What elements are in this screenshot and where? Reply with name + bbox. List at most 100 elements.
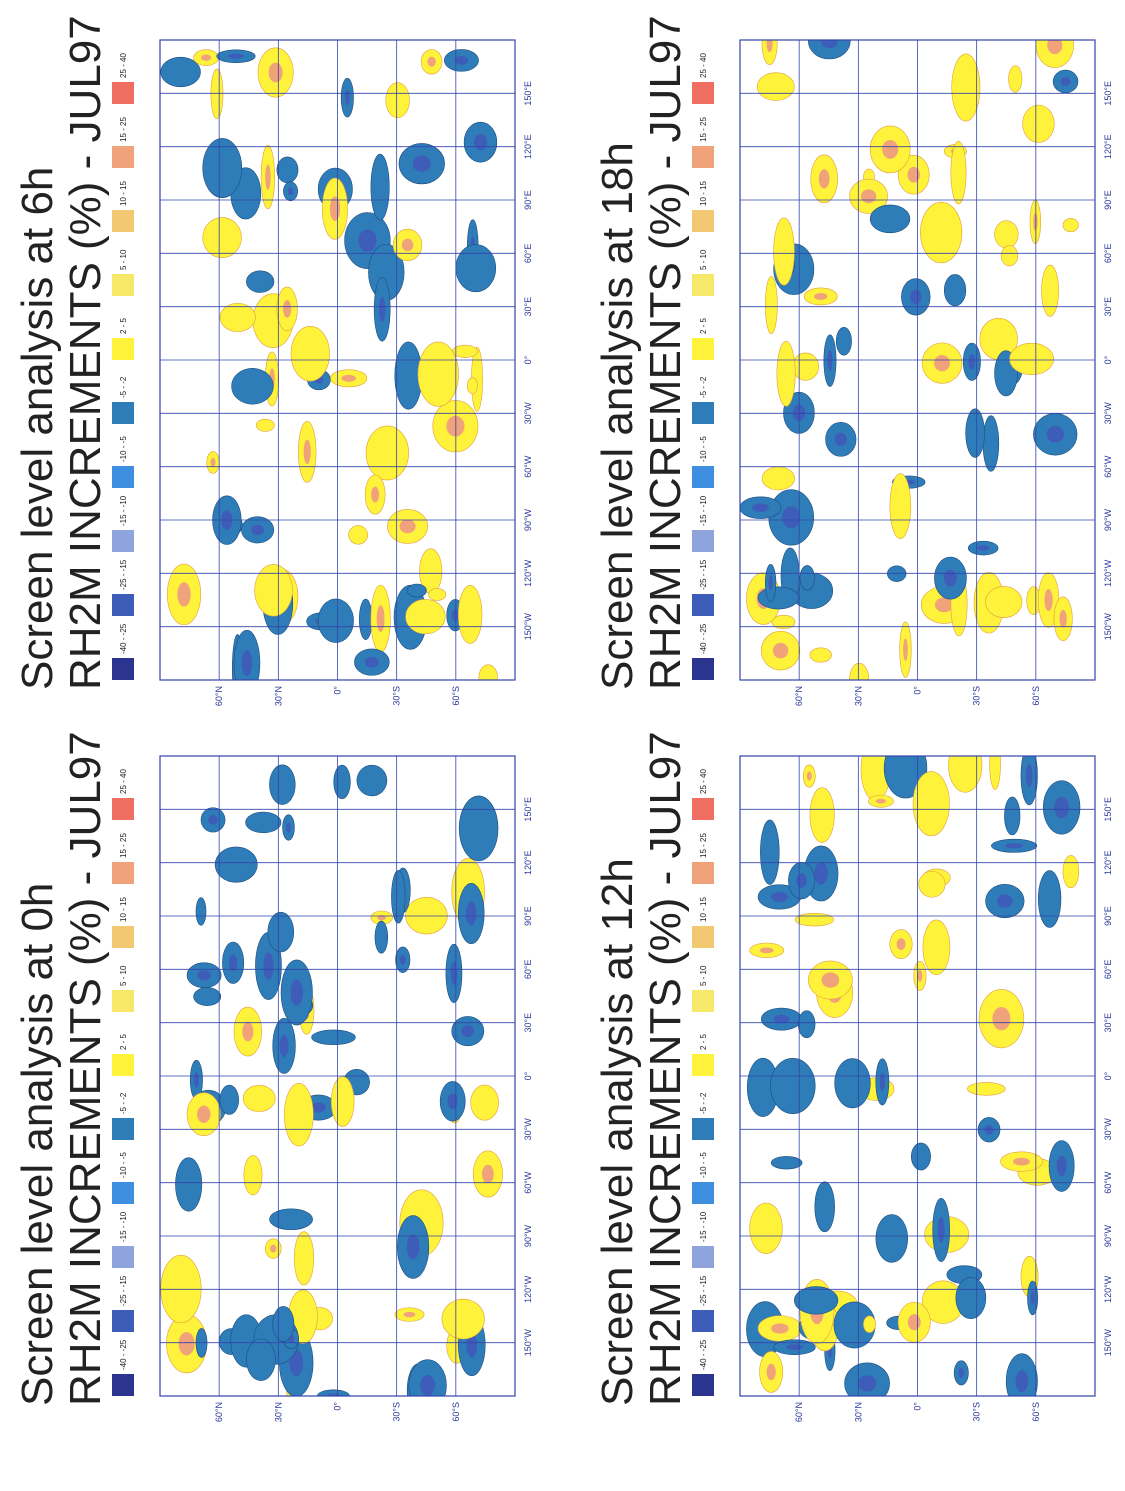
legend-swatch (112, 146, 134, 168)
legend-swatch (112, 210, 134, 232)
contour-core (1005, 843, 1023, 848)
contour-core (455, 56, 469, 65)
contour-area (456, 245, 496, 292)
lon-label: 150°E (523, 81, 533, 106)
contour-area (951, 141, 966, 204)
lat-label: 30°S (972, 686, 982, 706)
contour-core (767, 1364, 776, 1380)
contour-core (1061, 77, 1071, 86)
legend-label: 2 - 5 (699, 317, 708, 334)
contour-area (798, 1011, 815, 1038)
legend-label: -10 - -5 (699, 436, 708, 462)
legend-swatch (692, 658, 714, 680)
legend-label: -15 - -10 (699, 1211, 708, 1242)
lat-label: 60°S (451, 1402, 461, 1422)
contour-core (1044, 589, 1052, 611)
contour-core (786, 1344, 803, 1350)
contour-area (762, 467, 795, 490)
legend-label: -25 - -15 (119, 1275, 128, 1306)
lat-label: 30°S (972, 1402, 982, 1422)
contour-area (203, 217, 242, 257)
contour-core (944, 570, 957, 587)
contour-core (771, 892, 788, 902)
lat-label: 60°S (1031, 686, 1041, 706)
legend-swatch (692, 1246, 714, 1268)
contour-area (750, 1203, 783, 1253)
contour-core (407, 1234, 420, 1259)
contour-area (1023, 105, 1055, 143)
legend-label: 25 - 40 (119, 53, 128, 78)
contour-core (782, 506, 800, 528)
contour-area (371, 154, 389, 220)
contour-area (986, 586, 1022, 617)
contour-core (1031, 1291, 1035, 1304)
contour-core (427, 57, 435, 67)
contour-core (404, 1312, 416, 1317)
lon-label: 90°W (523, 508, 533, 531)
contour-area (277, 157, 298, 183)
lon-label: 90°E (1103, 906, 1113, 926)
panel-subtitle: RH2M INCREMENTS (%) - JUL97 (61, 731, 110, 1406)
contour-area (407, 584, 426, 597)
contour-area (836, 327, 851, 355)
lon-label: 150°W (523, 1329, 533, 1357)
legend-swatch (112, 1246, 134, 1268)
contour-core (917, 970, 922, 982)
legend-label: -5 - -2 (699, 1092, 708, 1114)
contour-area (765, 276, 777, 333)
contour-core (210, 458, 215, 467)
lat-label: 60°N (214, 686, 224, 706)
legend-swatch (692, 1374, 714, 1396)
legend-swatch (692, 1054, 714, 1076)
legend-label: -5 - -2 (699, 376, 708, 398)
lon-label: 150°E (1103, 81, 1113, 106)
contour-core (807, 772, 812, 781)
contour-core (251, 525, 264, 536)
contour-area (870, 205, 910, 233)
contour-core (229, 954, 238, 971)
contour-area (269, 765, 295, 805)
map-panel: Screen level analysis at 6hRH2M INCREMEN… (13, 15, 533, 706)
contour-area (966, 409, 985, 458)
map-panel: Screen level analysis at 12hRH2M INCREME… (593, 731, 1113, 1422)
contour-core (796, 873, 806, 888)
contour-core (814, 293, 827, 300)
panel-subtitle: RH2M INCREMENTS (%) - JUL97 (61, 15, 110, 690)
contour-core (194, 1072, 199, 1088)
legend-swatch (112, 402, 134, 424)
contour-core (269, 63, 283, 83)
legend-label: 5 - 10 (699, 965, 708, 986)
contour-core (400, 520, 416, 534)
legend-label: -5 - -2 (119, 1092, 128, 1114)
panel-title: Screen level analysis at 6h (13, 167, 62, 690)
legend-swatch (112, 274, 134, 296)
legend-label: 15 - 25 (119, 117, 128, 142)
contour-core (474, 134, 487, 150)
lat-label: 30°S (392, 1402, 402, 1422)
contour-area (194, 988, 221, 1006)
legend-label: -40 - -25 (699, 623, 708, 654)
legend-swatch (112, 658, 134, 680)
contour-area (215, 847, 257, 882)
legend-label: -15 - -10 (699, 495, 708, 526)
lon-label: 90°E (523, 190, 533, 210)
contour-core (242, 650, 252, 676)
contour-area (1063, 218, 1078, 231)
legend-label: -40 - -25 (119, 1339, 128, 1370)
lon-label: 120°E (523, 850, 533, 875)
contour-core (201, 54, 211, 60)
contour-core (767, 35, 773, 52)
contour-area (800, 565, 814, 590)
contour-area (366, 426, 409, 480)
legend-swatch (112, 530, 134, 552)
contour-core (882, 140, 898, 159)
contour-area (442, 1299, 485, 1339)
lon-label: 30°E (1103, 1013, 1113, 1033)
contour-core (768, 576, 772, 591)
contour-area (161, 57, 201, 87)
contour-core (345, 90, 350, 106)
panel-subtitle: RH2M INCREMENTS (%) - JUL97 (641, 15, 690, 690)
contour-area (793, 353, 819, 380)
contour-area (246, 1339, 275, 1381)
contour-core (358, 229, 376, 251)
